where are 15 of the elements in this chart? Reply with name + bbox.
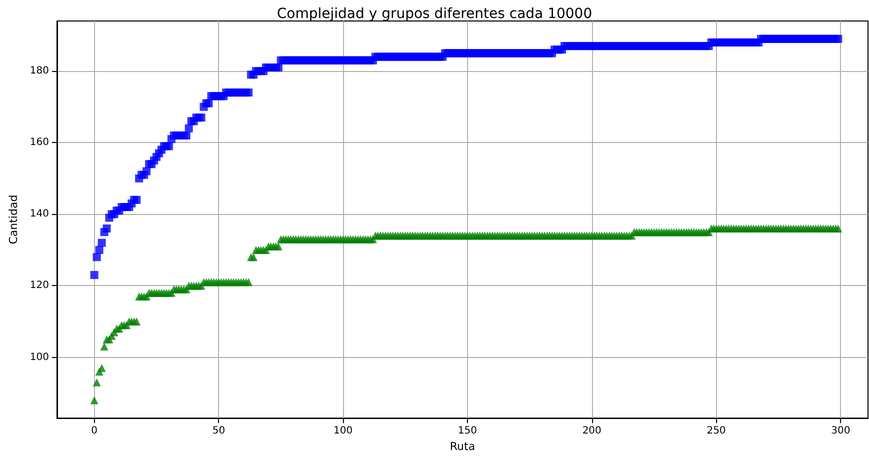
y-tick-label: 120 bbox=[30, 280, 49, 292]
y-tick-label: 100 bbox=[30, 352, 49, 363]
x-tick-label: 200 bbox=[582, 426, 602, 437]
x-tick-label: 300 bbox=[831, 426, 850, 437]
y-tick-label: 140 bbox=[30, 208, 49, 220]
chart-title: Complejidad y grupos diferentes cada 10000 bbox=[276, 6, 592, 22]
y-tick-label: 180 bbox=[30, 66, 49, 77]
y-axis-title: Cantidad bbox=[7, 194, 20, 244]
y-tick-label: 160 bbox=[30, 137, 49, 148]
x-tick-label: 100 bbox=[334, 426, 353, 437]
x-tick-label: 250 bbox=[706, 426, 726, 437]
x-axis-title: Ruta bbox=[450, 440, 476, 453]
x-tick-label: 50 bbox=[212, 426, 226, 437]
x-tick-label: 150 bbox=[458, 426, 478, 437]
x-tick-label: 0 bbox=[91, 426, 98, 437]
